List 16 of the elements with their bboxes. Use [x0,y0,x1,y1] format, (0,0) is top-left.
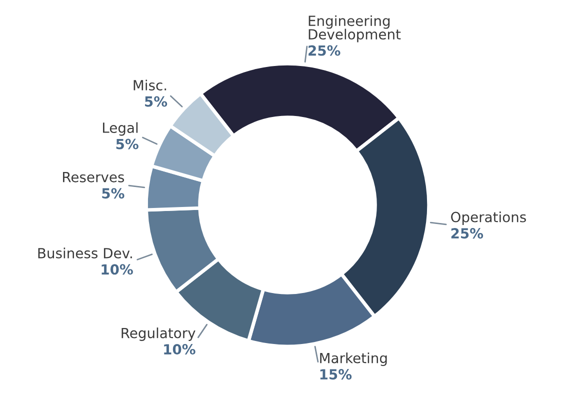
slice-label: Misc. [134,80,166,90]
data-label: 10% [164,344,196,355]
slice-label: Regulatory [122,328,196,341]
data-label: 25% [451,228,484,239]
slice-label: Reserves [63,172,124,182]
data-label: 25% [308,45,340,56]
data-label: 5% [145,96,168,107]
slice-label: Legal [103,122,138,136]
slice-label: Business Dev. [38,248,132,258]
data-label: 5% [102,188,124,199]
slice-label: Marketing [320,352,387,366]
slice-label: Engineering Development [308,15,401,42]
data-label: 10% [102,264,133,275]
slice-label: Operations [451,212,526,225]
data-label: 15% [320,369,352,380]
data-label: 5% [116,138,138,150]
